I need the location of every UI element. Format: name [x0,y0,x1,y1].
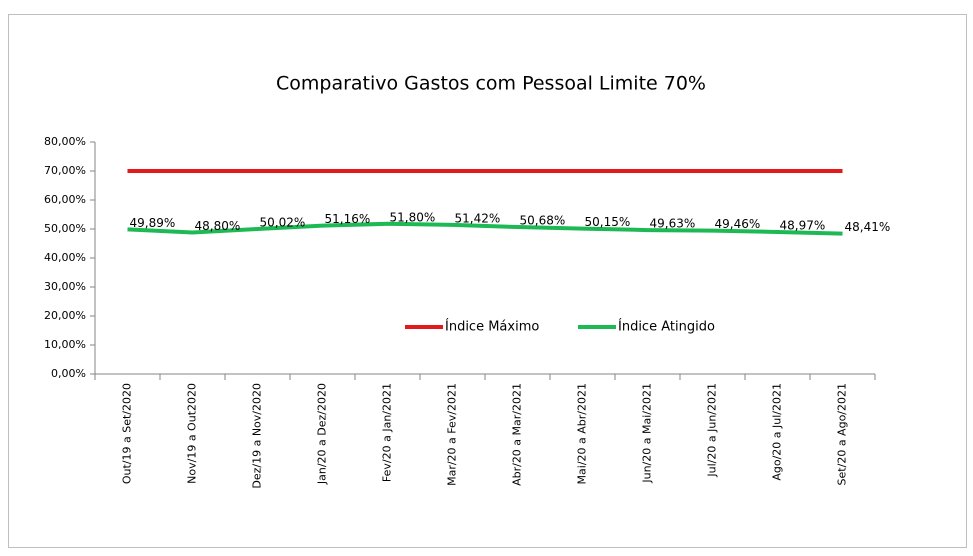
y-tick-label: 20,00% [44,309,86,322]
x-tick-label: Nov/19 a Out2020 [186,383,199,484]
y-tick-label: 80,00% [44,135,86,148]
x-tick-label: Fev/20 a Jan/2021 [381,383,394,482]
data-label: 48,80% [195,219,241,233]
y-tick-label: 40,00% [44,251,86,264]
chart-title: Comparativo Gastos com Pessoal Limite 70… [276,73,706,95]
y-tick-label: 70,00% [44,164,86,177]
data-label: 49,89% [130,216,176,230]
data-label: 49,46% [715,217,761,231]
data-label: 50,68% [520,214,566,228]
x-tick-label: Dez/19 a Nov/2020 [251,383,264,489]
y-tick-label: 0,00% [51,367,86,380]
x-tick-label: Out/19 a Set/2020 [121,383,134,484]
data-label: 51,16% [325,212,371,226]
x-tick-label: Mar/20 a Fev/2021 [446,383,459,486]
x-tick-label: Jul/20 a Jun/2021 [706,383,719,478]
y-tick-label: 60,00% [44,193,86,206]
y-tick-label: 10,00% [44,338,86,351]
chart-frame [8,14,967,548]
x-tick-label: Set/20 a Ago/2021 [836,383,849,485]
series-line [127,221,843,236]
data-label: 51,80% [390,210,436,224]
data-label: 48,41% [845,220,891,234]
x-tick-label: Jun/20 a Mai/2021 [641,383,654,484]
legend-label: Índice Máximo [445,319,539,335]
x-tick-label: Ago/20 a Jul/2021 [771,383,784,481]
y-tick-label: 50,00% [44,222,86,235]
data-label: 50,15% [585,215,631,229]
x-tick-label: Mai/20 a Abr/2021 [576,383,589,484]
x-tick-label: Abr/20 a Mar/2021 [511,383,524,486]
x-tick-label: Jan/20 a Dez/2020 [316,383,329,485]
data-label: 50,02% [260,215,306,229]
data-label: 48,97% [780,218,826,232]
data-label: 51,42% [455,211,501,225]
data-label: 49,63% [650,217,696,231]
y-tick-label: 30,00% [44,280,86,293]
legend-label: Índice Atingido [618,319,715,335]
